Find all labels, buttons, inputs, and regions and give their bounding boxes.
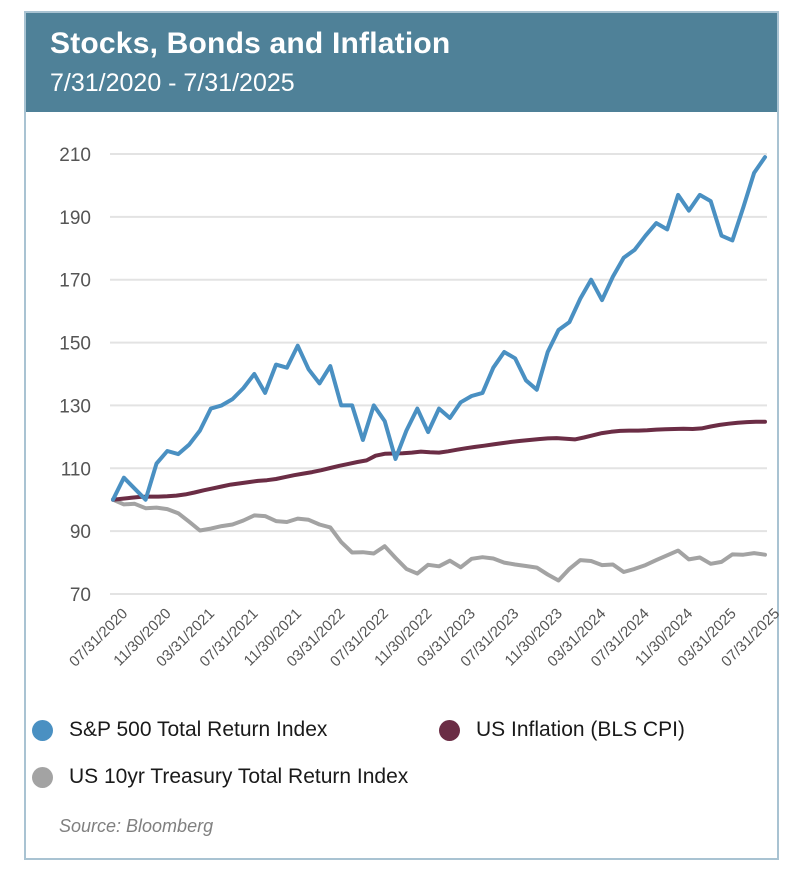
legend-label-treasury: US 10yr Treasury Total Return Index: [69, 765, 409, 788]
legend-dot-treasury-icon: [32, 766, 53, 788]
legend-label-cpi: US Inflation (BLS CPI): [476, 718, 685, 741]
legend-label-sp500: S&P 500 Total Return Index: [69, 718, 328, 741]
y-axis-ticks: 70 90 110 130 150 170 190 210: [59, 145, 91, 606]
x-axis-ticks: 07/31/202011/30/202003/31/202107/31/2021…: [66, 605, 783, 670]
legend-item-cpi: US Inflation (BLS CPI): [439, 718, 685, 742]
legend-item-sp500: S&P 500 Total Return Index: [32, 718, 327, 742]
cpi-line: [111, 419, 767, 502]
y-tick-label: 170: [59, 271, 91, 292]
y-tick-label: 150: [59, 334, 91, 355]
legend-item-treasury: US 10yr Treasury Total Return Index: [32, 765, 408, 789]
chart-card: Stocks, Bonds and Inflation 7/31/2020 - …: [24, 11, 779, 860]
y-tick-label: 110: [61, 459, 91, 480]
y-tick-label: 90: [70, 522, 91, 543]
source-note: Source: Bloomberg: [59, 816, 214, 836]
sp500-line: [111, 155, 767, 502]
y-tick-label: 210: [59, 145, 91, 166]
y-tick-label: 70: [70, 585, 91, 606]
chart-title: Stocks, Bonds and Inflation: [50, 27, 451, 60]
chart-header: Stocks, Bonds and Inflation 7/31/2020 - …: [26, 13, 777, 112]
legend-dot-cpi-icon: [439, 719, 460, 741]
treasury-line: [111, 497, 767, 583]
y-tick-label: 190: [59, 208, 91, 229]
series-lines: [111, 155, 767, 583]
y-tick-label: 130: [59, 396, 91, 417]
chart-subtitle: 7/31/2020 - 7/31/2025: [50, 69, 295, 97]
legend-dot-sp500-icon: [32, 719, 53, 741]
